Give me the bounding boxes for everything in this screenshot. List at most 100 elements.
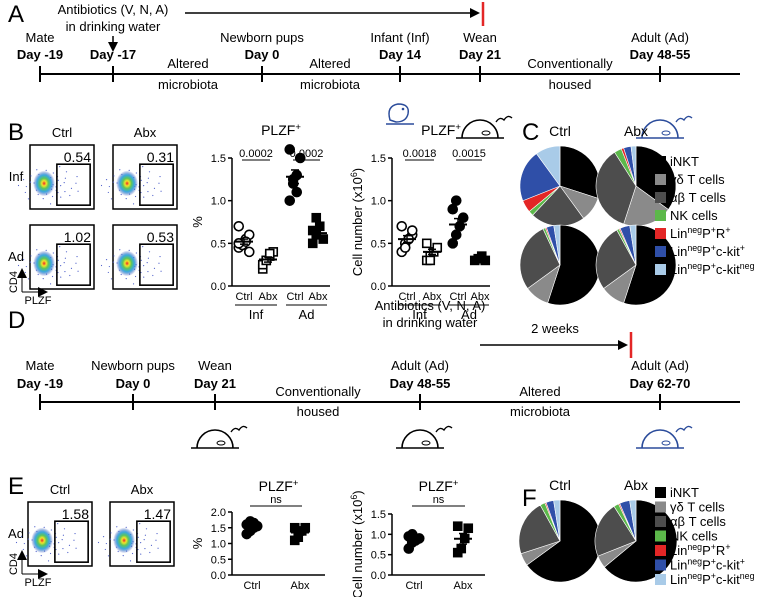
legend-label-part: neg [687, 243, 702, 253]
event-name: Mate [26, 30, 55, 45]
event-dot [100, 264, 103, 267]
y-tick-label: 0.0 [371, 281, 386, 293]
event-dot [24, 271, 26, 274]
data-point [454, 220, 466, 232]
event-day: Day 14 [379, 47, 422, 62]
panel-label: B [8, 119, 24, 146]
event-dot [29, 181, 32, 183]
event-dot [140, 191, 142, 194]
legend-label-part: Lin [670, 262, 687, 277]
y-tick-label: 0.0 [371, 570, 386, 582]
event-name: Wean [198, 358, 232, 373]
event-dot [143, 185, 145, 187]
event-dot [63, 262, 65, 264]
y-axis-label-part: % [190, 216, 205, 228]
mouse-tail-icon [675, 115, 693, 123]
event-dot [34, 526, 36, 528]
y-axis-label-part: Cell number (x10 [350, 500, 365, 597]
event-dot [77, 190, 79, 192]
event-day: Day -17 [90, 47, 136, 62]
subgroup-label: Ad [299, 307, 315, 322]
event-dot [116, 526, 118, 528]
pup-icon [386, 103, 414, 125]
y-tick-label: 0.5 [371, 238, 386, 250]
event-dot [15, 541, 18, 544]
event-dot [45, 169, 47, 172]
legend-label-part: + [711, 542, 716, 552]
p-value: 0.0018 [403, 148, 437, 160]
legend-label: NK cells [670, 529, 718, 544]
event-dot [144, 547, 146, 550]
event-dot [17, 264, 20, 267]
column-label: Abx [624, 123, 648, 139]
y-tick-label: 1.5 [371, 153, 386, 165]
event-dot [107, 271, 109, 274]
event-dot [45, 249, 47, 252]
y-tick-label: 1.0 [371, 529, 386, 541]
chart-title: PLZF+ [259, 478, 299, 494]
event-dot [69, 274, 71, 277]
legend-label-part: αβ T cells [670, 514, 726, 529]
cage-icon [636, 429, 684, 449]
event-dot [142, 166, 144, 168]
event-dot [22, 259, 25, 261]
event-dot [128, 169, 130, 172]
chart-title-part: + [293, 478, 299, 489]
event-dot [73, 539, 75, 541]
p-value: 0.0002 [290, 148, 324, 160]
event-dot [43, 526, 45, 529]
event-dot [58, 542, 60, 544]
event-dot [112, 181, 115, 183]
chart-title-part: PLZF [421, 122, 455, 138]
chart-title-part: PLZF [259, 478, 293, 494]
event-dot [20, 536, 23, 538]
pie-slice [630, 145, 637, 187]
legend-label-part: + [740, 243, 745, 253]
chart-title-part: + [455, 122, 461, 133]
phase-label: Altered [519, 384, 560, 399]
event-dot [147, 257, 149, 259]
legend-label-part: + [711, 261, 716, 271]
event-dot [160, 190, 162, 192]
event-dot [29, 261, 32, 263]
legend-label-part: Lin [670, 572, 687, 587]
event-dot [69, 194, 71, 197]
event-dot [156, 532, 158, 535]
event-dot [63, 182, 65, 184]
p-value: 0.0002 [239, 148, 273, 160]
event-dot [110, 532, 112, 534]
mouse-tail-icon [495, 115, 513, 123]
y-tick-label: 1.5 [211, 153, 226, 165]
event-dot [61, 539, 63, 541]
event-dot [112, 261, 115, 263]
legend-swatch [655, 228, 666, 239]
event-dot [49, 283, 52, 285]
mouse-tail-icon [675, 425, 693, 433]
event-dot [134, 195, 137, 198]
event-dot [25, 555, 28, 557]
event-dot [64, 177, 66, 179]
event-dot [77, 270, 79, 272]
column-label: Ctrl [50, 482, 70, 497]
density [33, 170, 55, 197]
event-day: Day 21 [459, 47, 501, 62]
panel-label: C [522, 119, 539, 146]
pie-slice [536, 145, 561, 187]
event-dot [57, 523, 59, 525]
data-point [284, 195, 296, 206]
event-dot [76, 255, 78, 258]
cage-icon [191, 429, 239, 449]
event-dot [40, 554, 42, 557]
legend-label-part: c-kit [716, 558, 740, 573]
event-dot [147, 270, 149, 273]
event-dot [107, 191, 109, 194]
mouse-tail-icon [230, 425, 248, 433]
event-dot [50, 529, 52, 531]
event-name: Newborn pups [220, 30, 304, 45]
event-dot [67, 551, 69, 554]
event-dot [152, 194, 154, 197]
pie-slice [519, 228, 561, 289]
gate [54, 520, 89, 563]
event-dot [125, 526, 127, 529]
event-dot [97, 541, 100, 544]
